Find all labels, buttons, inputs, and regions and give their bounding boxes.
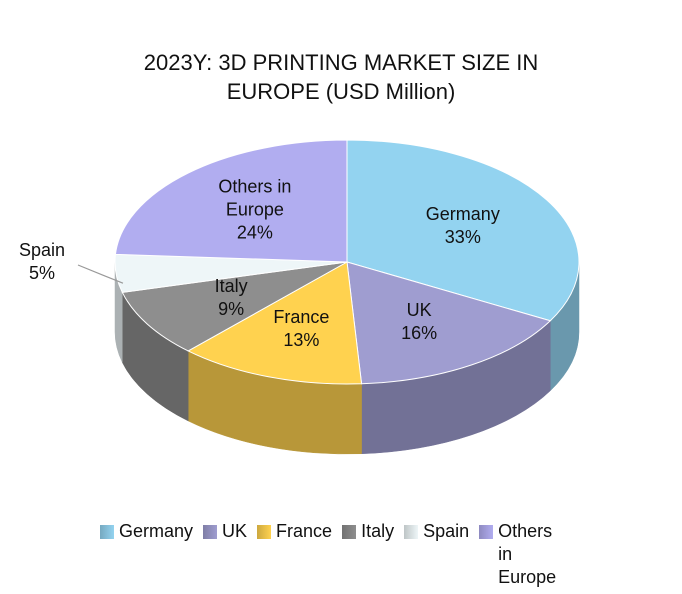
legend-item: Italy — [342, 520, 394, 543]
data-label: Germany 33% — [413, 203, 513, 249]
legend-label: Others in Europe — [498, 521, 557, 587]
legend-label: France — [276, 521, 333, 541]
legend-swatch — [404, 525, 419, 539]
chart-title: 2023Y: 3D PRINTING MARKET SIZE IN EUROPE… — [143, 50, 539, 104]
data-label-value: 33% — [444, 226, 481, 247]
legend-label: Germany — [119, 521, 194, 541]
data-label-category: Others in Europe — [218, 176, 292, 220]
data-label: Spain 5% — [0, 239, 92, 285]
data-label: France 13% — [251, 306, 351, 352]
legend-item: UK — [203, 520, 247, 543]
slice — [114, 139, 348, 263]
data-label-value: 9% — [218, 299, 245, 320]
slice — [346, 261, 552, 385]
legend-label: UK — [222, 521, 248, 541]
data-label-value: 16% — [401, 322, 438, 343]
data-label-category: Germany — [425, 203, 500, 224]
legend-swatch — [257, 525, 272, 539]
data-label: UK 16% — [369, 299, 469, 345]
data-label-value: 13% — [283, 329, 320, 350]
data-label-category: France — [273, 306, 330, 327]
legend-item: Spain — [404, 520, 469, 543]
data-label: Italy 9% — [181, 275, 281, 321]
legend-swatch — [203, 525, 218, 539]
slice — [121, 261, 348, 352]
data-label-value: 5% — [28, 263, 55, 283]
legend-swatch — [479, 525, 494, 539]
leader-line — [77, 264, 124, 284]
legend-swatch — [100, 525, 114, 539]
legend-label: Spain — [423, 521, 470, 541]
legend-item: Others in Europe — [479, 520, 569, 589]
data-label-category: Italy — [214, 276, 248, 297]
slice — [187, 261, 363, 385]
legend-item: Germany — [100, 520, 193, 543]
data-label-value: 24% — [236, 222, 273, 243]
data-label-category: Spain — [18, 240, 66, 260]
data-label-category: UK — [406, 299, 432, 320]
legend-item: France — [257, 520, 332, 543]
slice — [346, 139, 580, 322]
legend-swatch — [342, 525, 357, 539]
legend-label: Italy — [361, 521, 395, 541]
data-label: Others in Europe 24% — [205, 176, 305, 245]
legend: Germany UK France Italy Spain Others in Europ… — [100, 520, 640, 589]
